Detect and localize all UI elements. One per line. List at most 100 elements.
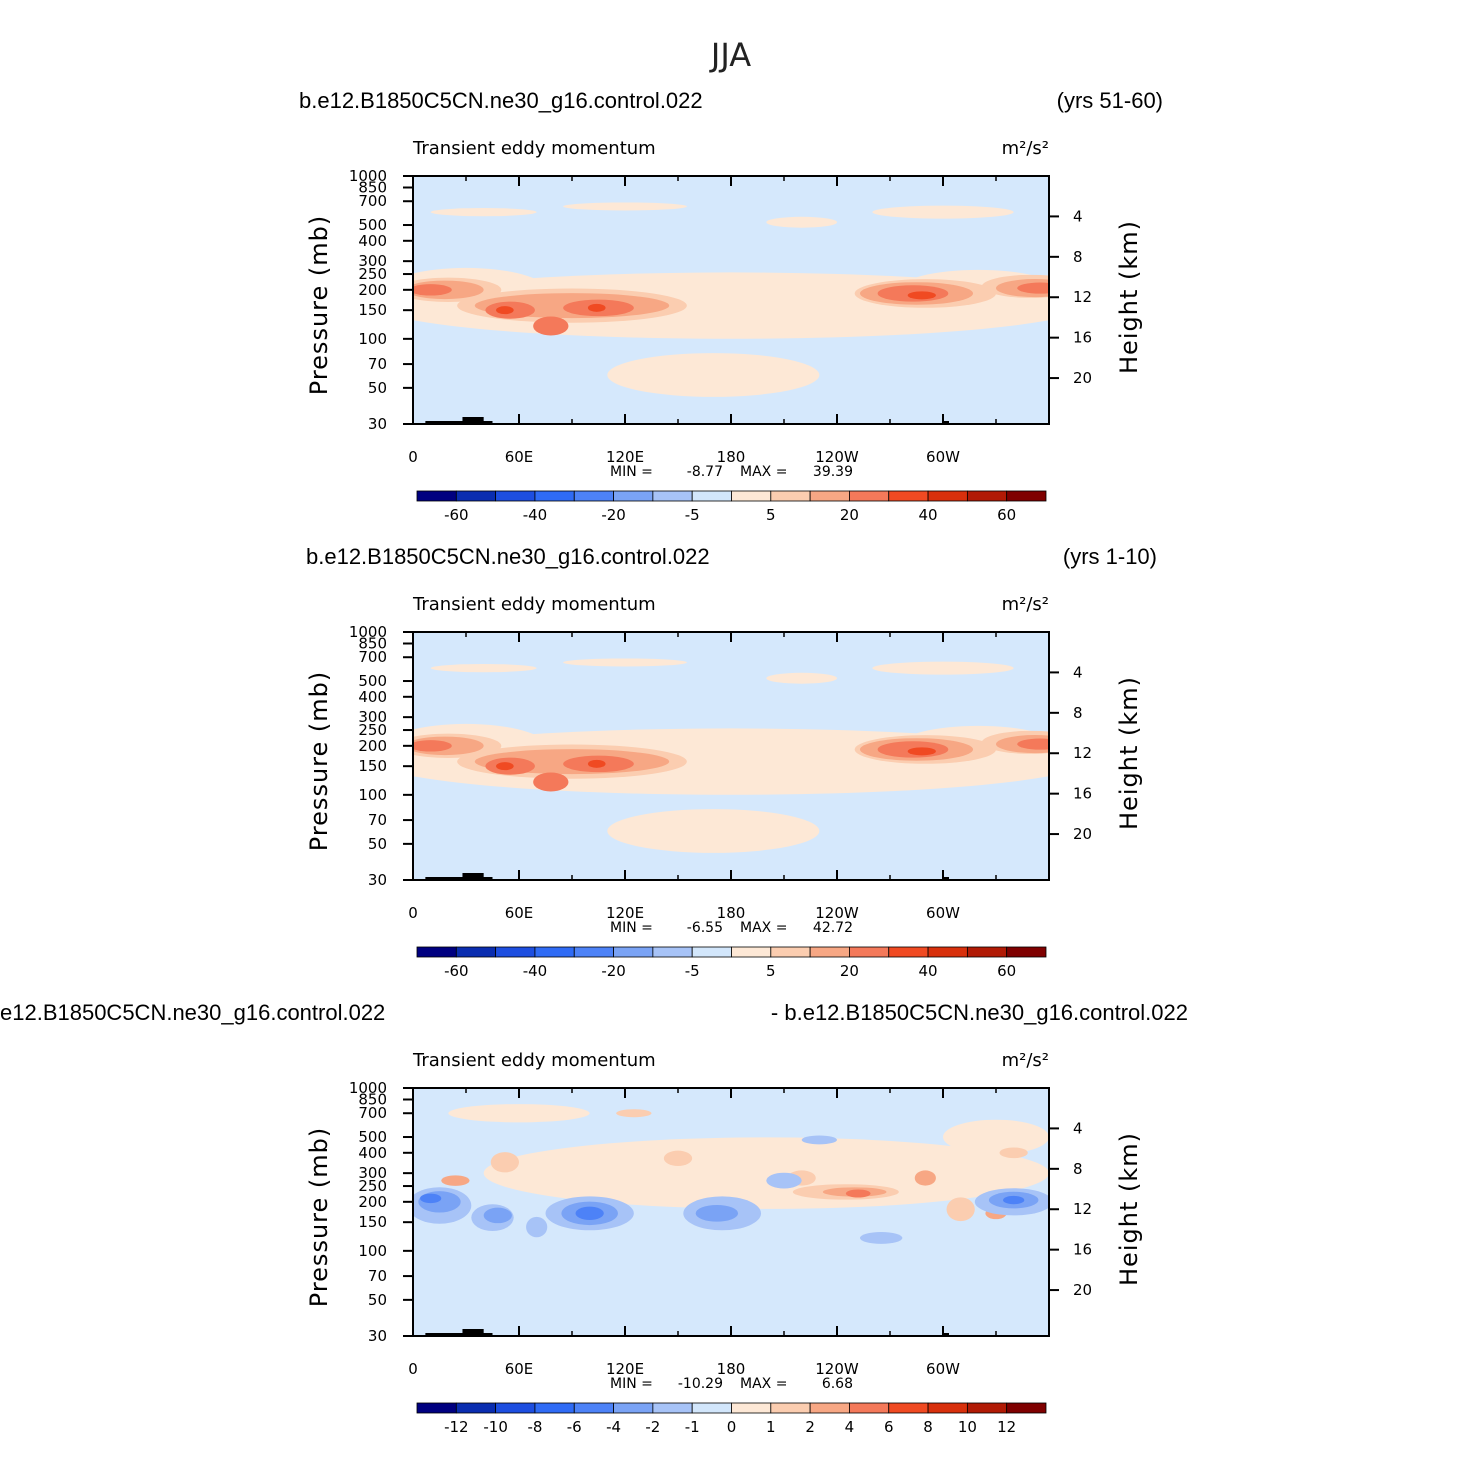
contour-region [907, 747, 936, 756]
max-value: 6.68 [822, 1376, 853, 1392]
colorbar-box [809, 490, 850, 502]
min-label: MIN = [610, 1376, 653, 1392]
colorbar-box [534, 946, 575, 958]
topography [425, 877, 493, 880]
max-label: MAX = [740, 920, 787, 936]
contour-field [413, 1088, 1049, 1336]
y-tick-label: 150 [358, 1213, 387, 1231]
panels: b.e12.B1850C5CN.ne30_g16.control.022 (yrs… [0, 88, 1188, 1436]
variable-name: Transient eddy momentum [412, 594, 656, 615]
colorbar-label: 40 [919, 506, 938, 524]
topography [943, 421, 949, 424]
topography [943, 1333, 949, 1336]
x-tick-label: 0 [408, 448, 418, 466]
colorbar-box [455, 946, 497, 958]
y-tick-label: 1000 [349, 167, 387, 185]
colorbar-box [770, 946, 811, 958]
contour-region [1003, 1195, 1025, 1205]
contour-region [1017, 282, 1049, 294]
colorbar-box [495, 490, 536, 502]
contour-region [766, 216, 838, 228]
run-title-right: - b.e12.B1850C5CN.ne30_g16.control.022 [771, 1000, 1188, 1025]
colorbar-box [455, 490, 497, 502]
units-label: m²/s² [1002, 138, 1049, 159]
y-tick-label: 700 [358, 1104, 387, 1122]
contour-region [845, 1189, 871, 1198]
contour-region [483, 1207, 512, 1224]
colorbar-label: 12 [997, 1418, 1016, 1436]
colorbar-box [888, 946, 929, 958]
height-tick-label: 4 [1073, 1119, 1083, 1137]
colorbar-box [613, 946, 654, 958]
height-tick-label: 16 [1073, 785, 1092, 803]
x-tick-label: 60E [505, 448, 534, 466]
y-tick-label: 200 [358, 281, 387, 299]
colorbar-box [888, 1402, 929, 1414]
y-tick-label: 300 [358, 708, 387, 726]
contour-region [413, 740, 452, 752]
colorbar-label: 40 [919, 962, 938, 980]
y-tick-label: 250 [358, 265, 387, 283]
contour-region [533, 316, 569, 336]
colorbar-box [849, 1402, 890, 1414]
run-title-left: b.e12.B1850C5CN.ne30_g16.control.022 [306, 544, 710, 569]
topography [425, 1333, 493, 1336]
y-tick-label: 70 [368, 1267, 387, 1285]
colorbar-box [652, 1402, 693, 1414]
colorbar-box [495, 946, 536, 958]
colorbar-box [416, 490, 457, 502]
colorbar-label: 2 [805, 1418, 815, 1436]
contour-field [413, 176, 1049, 424]
contour-region [801, 1135, 837, 1145]
y-tick-label: 700 [358, 192, 387, 210]
y-axis-title-right: Height (km) [1115, 676, 1143, 830]
y-axis-title-right: Height (km) [1115, 220, 1143, 374]
y-axis-title-right: Height (km) [1115, 1132, 1143, 1286]
colorbar-box [1006, 946, 1047, 958]
height-tick-label: 8 [1073, 248, 1083, 266]
colorbar-label: 5 [766, 506, 776, 524]
contour-region [872, 205, 1014, 219]
x-tick-label: 60W [926, 1360, 960, 1378]
colorbar-box [770, 490, 811, 502]
colorbar-box [731, 490, 772, 502]
x-tick-label: 180 [717, 904, 746, 922]
x-tick-label: 60W [926, 448, 960, 466]
colorbar-label: 60 [997, 506, 1016, 524]
colorbar-box [691, 490, 732, 502]
contour-region [430, 207, 537, 217]
colorbar-box [731, 946, 772, 958]
y-tick-label: 1000 [349, 623, 387, 641]
contour-region [616, 1109, 652, 1118]
contour-region [607, 809, 820, 853]
colorbar-box [534, 490, 575, 502]
contour-region [695, 1204, 739, 1222]
colorbar-label: -40 [523, 506, 548, 524]
colorbar-box [927, 1402, 968, 1414]
colorbar-label: 20 [840, 506, 859, 524]
y-tick-label: 500 [358, 216, 387, 234]
colorbar-label: 8 [923, 1418, 933, 1436]
contour-region [607, 353, 820, 397]
y-tick-label: 50 [368, 1291, 387, 1309]
y-tick-label: 850 [358, 178, 387, 196]
colorbar-label: 20 [840, 962, 859, 980]
variable-name: Transient eddy momentum [412, 1050, 656, 1071]
max-label: MAX = [740, 464, 787, 480]
contour-region [766, 672, 838, 684]
max-label: MAX = [740, 1376, 787, 1392]
units-label: m²/s² [1002, 1050, 1049, 1071]
x-tick-label: 120E [606, 448, 644, 466]
y-tick-label: 200 [358, 737, 387, 755]
colorbar-box [770, 1402, 811, 1414]
y-tick-label: 300 [358, 1164, 387, 1182]
x-tick-label: 120W [815, 904, 859, 922]
run-title-left: e12.B1850C5CN.ne30_g16.control.022 [0, 1000, 385, 1025]
min-label: MIN = [610, 920, 653, 936]
y-tick-label: 150 [358, 757, 387, 775]
topography [462, 417, 484, 424]
colorbar-box [652, 490, 693, 502]
colorbar-box [652, 946, 693, 958]
x-tick-label: 120W [815, 1360, 859, 1378]
height-tick-label: 20 [1073, 1281, 1092, 1299]
